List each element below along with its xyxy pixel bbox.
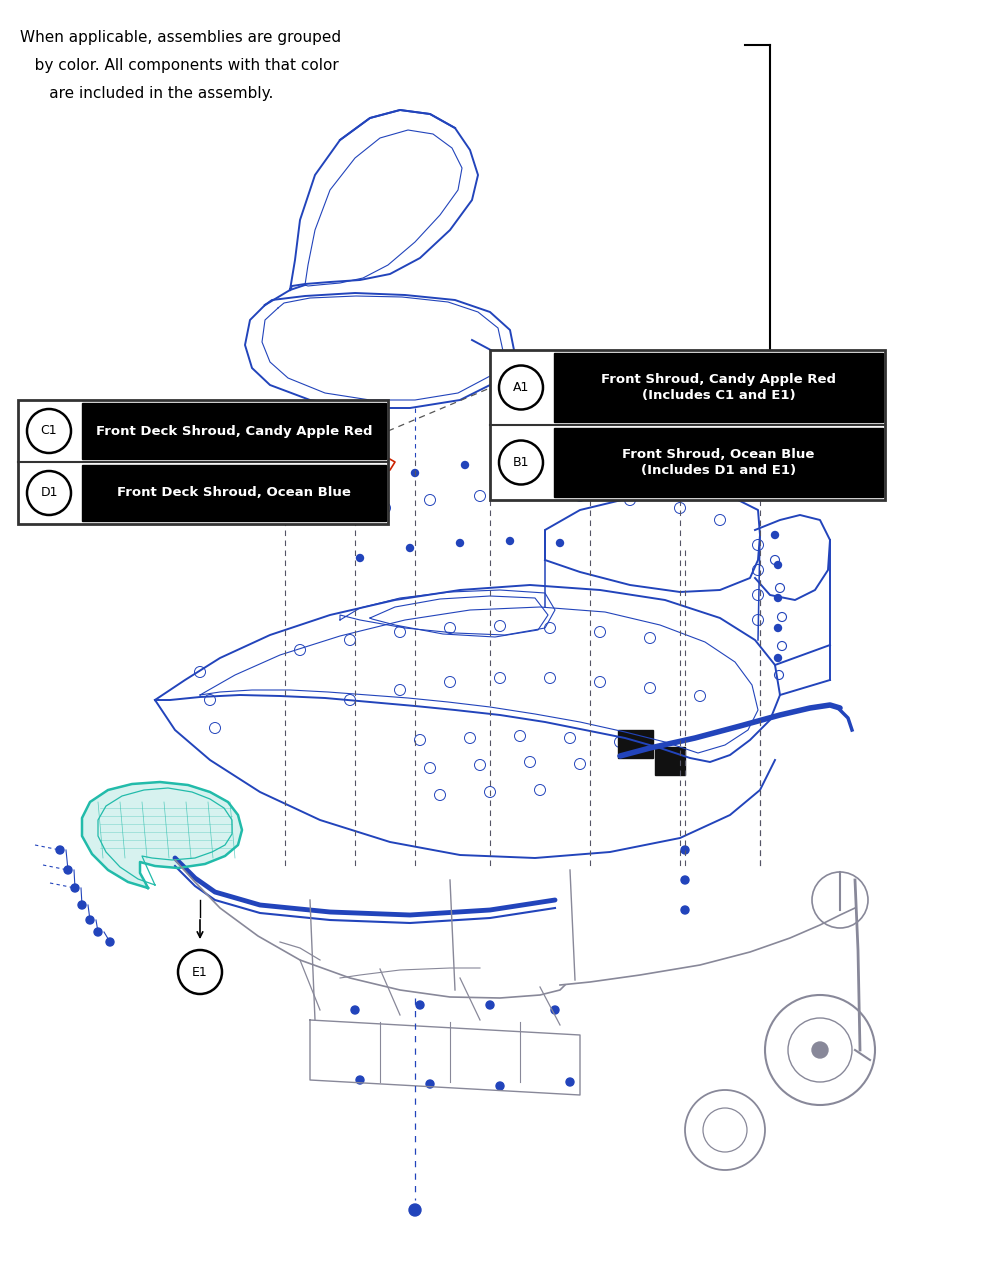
FancyBboxPatch shape	[618, 730, 653, 758]
FancyBboxPatch shape	[655, 748, 685, 775]
Circle shape	[576, 443, 584, 452]
Text: When applicable, assemblies are grouped: When applicable, assemblies are grouped	[20, 30, 341, 46]
Circle shape	[496, 446, 504, 454]
Circle shape	[462, 461, 468, 469]
Circle shape	[536, 438, 544, 446]
Circle shape	[612, 466, 618, 474]
Text: D1: D1	[40, 487, 58, 499]
Polygon shape	[168, 466, 385, 519]
Circle shape	[551, 1006, 559, 1014]
Circle shape	[656, 476, 664, 484]
FancyBboxPatch shape	[18, 400, 388, 525]
Circle shape	[406, 545, 414, 551]
Circle shape	[412, 470, 418, 476]
Circle shape	[562, 460, 568, 468]
Circle shape	[636, 468, 644, 476]
Text: are included in the assembly.: are included in the assembly.	[20, 86, 273, 101]
Circle shape	[106, 938, 114, 946]
Circle shape	[426, 1079, 434, 1088]
Text: C1: C1	[41, 424, 57, 437]
FancyBboxPatch shape	[82, 403, 386, 459]
Circle shape	[774, 594, 782, 602]
Circle shape	[774, 655, 782, 661]
Circle shape	[356, 1076, 364, 1085]
Circle shape	[681, 875, 689, 884]
Circle shape	[496, 1082, 504, 1090]
Circle shape	[507, 537, 514, 545]
Circle shape	[78, 901, 86, 908]
Circle shape	[566, 1078, 574, 1086]
Circle shape	[416, 1001, 424, 1009]
Text: Front Deck Shroud, Candy Apple Red: Front Deck Shroud, Candy Apple Red	[96, 424, 372, 437]
FancyBboxPatch shape	[554, 428, 883, 497]
Text: Front Shroud, Candy Apple Red
(Includes C1 and E1): Front Shroud, Candy Apple Red (Includes …	[601, 372, 836, 402]
Circle shape	[812, 1041, 828, 1058]
Circle shape	[86, 916, 94, 924]
Text: B1: B1	[513, 456, 529, 469]
Circle shape	[64, 867, 72, 874]
Circle shape	[94, 927, 102, 936]
FancyBboxPatch shape	[82, 465, 386, 521]
Circle shape	[71, 884, 79, 892]
Circle shape	[774, 625, 782, 631]
Circle shape	[772, 531, 778, 538]
Circle shape	[774, 561, 782, 569]
Circle shape	[681, 846, 689, 854]
Text: A1: A1	[513, 381, 529, 394]
Circle shape	[456, 540, 464, 546]
Text: Front Deck Shroud, Ocean Blue: Front Deck Shroud, Ocean Blue	[117, 487, 351, 499]
Circle shape	[516, 441, 524, 449]
Circle shape	[409, 1204, 421, 1216]
Text: Front Shroud, Ocean Blue
(Includes D1 and E1): Front Shroud, Ocean Blue (Includes D1 an…	[622, 447, 815, 478]
Circle shape	[512, 459, 518, 465]
Circle shape	[351, 1006, 359, 1014]
Circle shape	[56, 846, 64, 854]
Circle shape	[356, 555, 364, 561]
Circle shape	[556, 540, 564, 546]
Circle shape	[556, 440, 564, 449]
Circle shape	[596, 451, 604, 459]
Polygon shape	[82, 782, 242, 888]
Text: E1: E1	[192, 965, 208, 978]
FancyBboxPatch shape	[554, 353, 883, 422]
Circle shape	[616, 459, 624, 468]
Circle shape	[681, 906, 689, 914]
Text: by color. All components with that color: by color. All components with that color	[20, 58, 339, 73]
Circle shape	[486, 1001, 494, 1009]
FancyBboxPatch shape	[490, 350, 885, 500]
